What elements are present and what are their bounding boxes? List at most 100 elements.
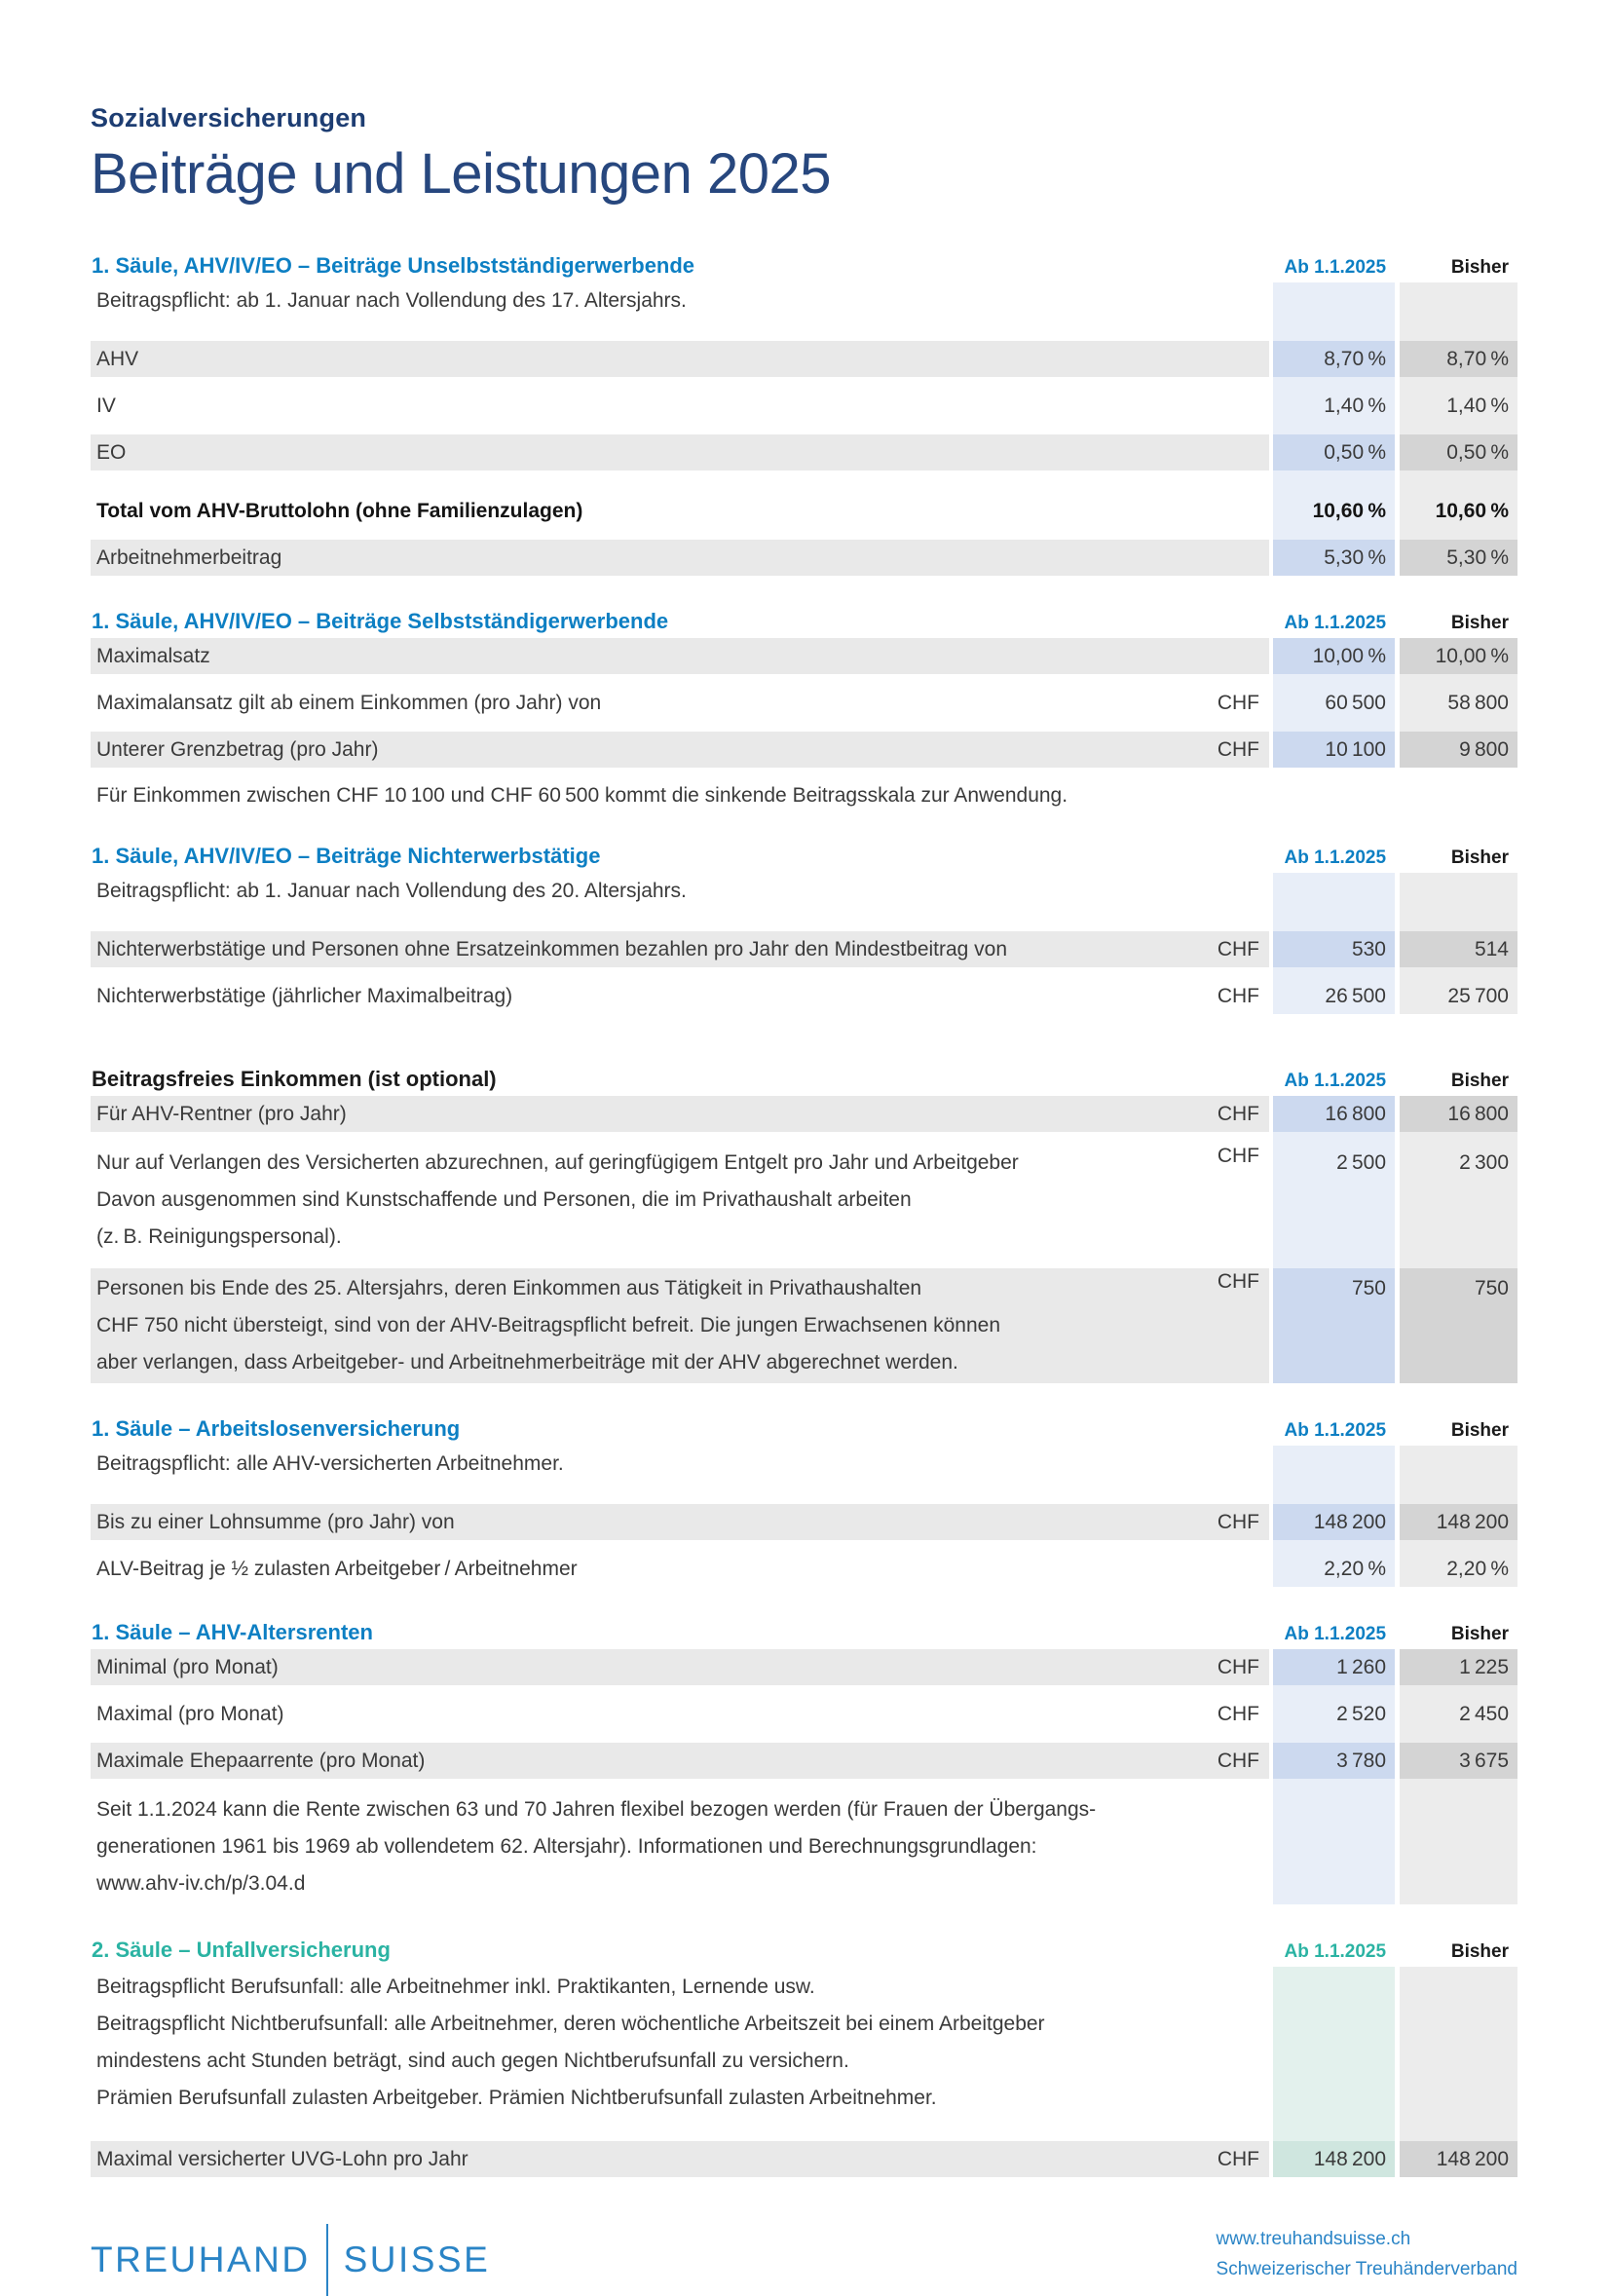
section-table: Beitragspflicht: ab 1. Januar nach Volle… — [91, 282, 1517, 576]
currency-label: CHF — [1217, 1703, 1259, 1725]
section-header: 1. Säule, AHV/IV/EO – Beiträge Selbststä… — [91, 609, 1517, 634]
value-previous: 8,70 % — [1400, 341, 1517, 377]
value-previous: 750 — [1400, 1268, 1517, 1383]
row-label: Maximalansatz gilt ab einem Einkommen (p… — [96, 692, 602, 714]
value-previous: 9 800 — [1400, 732, 1517, 768]
row-label: Nichterwerbstätige und Personen ohne Ers… — [96, 938, 1008, 960]
row-label-cell: Minimal (pro Monat) CHF — [91, 1649, 1269, 1685]
row-label: Personen bis Ende des 25. Altersjahrs, d… — [96, 1270, 1000, 1381]
value-current: 60 500 — [1325, 692, 1386, 714]
label-line: Prämien Berufsunfall zulasten Arbeitgebe… — [96, 2087, 937, 2109]
row-label-cell: Total vom AHV-Bruttolohn (ohne Familienz… — [91, 493, 1269, 529]
currency-label: CHF — [1217, 985, 1259, 1007]
row-label-cell: ALV-Beitrag je ½ zulasten Arbeitgeber / … — [91, 1551, 1269, 1587]
footer-text-block: www.treuhandsuisse.ch Schweizerischer Tr… — [1217, 2224, 1517, 2284]
value-current: 10,60 % — [1312, 500, 1386, 522]
table-row: Für AHV-Rentner (pro Jahr) CHF 16 800 16 80… — [91, 1096, 1517, 1132]
col-header-previous: Bisher — [1450, 1071, 1509, 1091]
section-header: 1. Säule – AHV-Altersrenten Ab 1.1.2025 Bi… — [91, 1620, 1517, 1645]
section-note: Beitragspflicht: ab 1. Januar nach Volle… — [91, 873, 1517, 909]
section-2: 1. Säule, AHV/IV/EO – Beiträge Selbststä… — [91, 609, 1517, 810]
section-title: 2. Säule – Unfallversicherung — [92, 1938, 391, 1962]
value-current: 1 260 — [1273, 1649, 1395, 1685]
section-header: 2. Säule – Unfallversicherung Ab 1.1.2025… — [91, 1938, 1517, 1963]
currency-label: CHF — [1217, 1145, 1259, 1167]
table-row: Maximal versicherter UVG-Lohn pro Jahr CH… — [91, 2141, 1517, 2177]
table-row: IV 1,40 % 1,40 % — [91, 388, 1517, 424]
col-header-current: Ab 1.1.2025 — [1284, 1941, 1387, 1962]
section-table: Beitragspflicht Berufsunfall: alle Arbei… — [91, 1967, 1517, 2177]
value-previous: 10,00 % — [1400, 638, 1517, 674]
currency-label: CHF — [1217, 1270, 1259, 1293]
col-header-previous: Bisher — [1450, 1420, 1509, 1441]
label-line: Beitragspflicht Nichtberufsunfall: alle … — [96, 2013, 1045, 2035]
row-label-cell: Bis zu einer Lohnsumme (pro Jahr) von CHF — [91, 1504, 1269, 1540]
row-label-cell: AHV — [91, 341, 1269, 377]
col-header-previous: Bisher — [1450, 847, 1509, 868]
logo-suisse-text: SUISSE — [343, 2240, 491, 2279]
section-table: Beitragspflicht: ab 1. Januar nach Volle… — [91, 873, 1517, 1014]
value-current — [1273, 1789, 1395, 1904]
stripe-previous — [1400, 282, 1517, 576]
section-table: Beitragspflicht: alle AHV-versicherten A… — [91, 1446, 1517, 1587]
row-label: Für AHV-Rentner (pro Jahr) — [96, 1103, 347, 1125]
row-label-cell: Maximalansatz gilt ab einem Einkommen (p… — [91, 685, 1269, 721]
link-text[interactable]: www.ahv-iv.ch/p/3.04.d — [96, 1872, 306, 1895]
note-after: Für Einkommen zwischen CHF 10 100 und CH… — [96, 784, 1068, 807]
table-row: Bis zu einer Lohnsumme (pro Jahr) von CHF… — [91, 1504, 1517, 1540]
value-previous: 2 300 — [1459, 1151, 1509, 1174]
footer-website-link[interactable]: www.treuhandsuisse.ch — [1216, 2229, 1411, 2249]
section-6: 1. Säule – AHV-Altersrenten Ab 1.1.2025 Bi… — [91, 1620, 1517, 1904]
value-previous: 0,50 % — [1400, 434, 1517, 470]
section-4: Beitragsfreies Einkommen (ist optional) A… — [91, 1067, 1517, 1383]
section-table: Minimal (pro Monat) CHF 1 260 1 225 Maximal … — [91, 1649, 1517, 1904]
table-row: Personen bis Ende des 25. Altersjahrs, d… — [91, 1268, 1517, 1383]
col-header-current: Ab 1.1.2025 — [1284, 1071, 1387, 1091]
value-current — [1273, 873, 1395, 909]
section-header: 1. Säule, AHV/IV/EO – Beiträge Unselbsts… — [91, 253, 1517, 279]
section-title: 1. Säule, AHV/IV/EO – Beiträge Selbststä… — [92, 609, 669, 633]
value-current — [1273, 1967, 1395, 2119]
label-line: (z. B. Reinigungspersonal). — [96, 1225, 342, 1248]
currency-label: CHF — [1217, 1750, 1259, 1772]
col-header-current: Ab 1.1.2025 — [1284, 613, 1387, 633]
section-header: 1. Säule, AHV/IV/EO – Beiträge Nichterwe… — [91, 844, 1517, 869]
value-previous: 10,60 % — [1435, 500, 1509, 522]
currency-label: CHF — [1217, 738, 1259, 761]
section-note: Beitragspflicht: ab 1. Januar nach Volle… — [91, 282, 1517, 319]
section-note: Beitragspflicht: alle AHV-versicherten A… — [91, 1446, 1517, 1482]
row-label-cell: EO — [91, 434, 1269, 470]
document-kicker: Sozialversicherungen — [91, 103, 367, 132]
spacer-row — [91, 920, 1517, 931]
row-label-cell: Maximale Ehepaarrente (pro Monat) CHF — [91, 1743, 1269, 1779]
section-title: 1. Säule – AHV-Altersrenten — [92, 1620, 373, 1644]
row-label: IV — [96, 395, 116, 417]
row-label-cell: Unterer Grenzbetrag (pro Jahr) CHF — [91, 732, 1269, 768]
col-header-current: Ab 1.1.2025 — [1284, 257, 1387, 278]
value-current: 0,50 % — [1273, 434, 1395, 470]
label-line: Personen bis Ende des 25. Altersjahrs, d… — [96, 1277, 922, 1299]
value-previous — [1400, 1789, 1517, 1904]
stripe-current — [1273, 282, 1395, 576]
section-7: 2. Säule – Unfallversicherung Ab 1.1.2025… — [91, 1938, 1517, 2177]
section-table: Für AHV-Rentner (pro Jahr) CHF 16 800 16 80… — [91, 1096, 1517, 1383]
row-label-cell: Personen bis Ende des 25. Altersjahrs, d… — [91, 1268, 1269, 1383]
value-previous: 2 450 — [1459, 1703, 1509, 1725]
col-header-current: Ab 1.1.2025 — [1284, 1420, 1387, 1441]
label-line: Davon ausgenommen sind Kunstschaffende u… — [96, 1188, 912, 1211]
table-row: Nur auf Verlangen des Versicherten abzur… — [91, 1143, 1517, 1258]
row-label-cell: Beitragspflicht: ab 1. Januar nach Volle… — [91, 873, 1269, 909]
table-row: Maximalansatz gilt ab einem Einkommen (p… — [91, 685, 1517, 721]
logo-treuhand-text: TREUHAND — [91, 2240, 311, 2279]
section-title: 1. Säule, AHV/IV/EO – Beiträge Nichterwe… — [92, 844, 601, 868]
spacer-row — [91, 481, 1517, 493]
table-row: Total vom AHV-Bruttolohn (ohne Familienz… — [91, 493, 1517, 529]
currency-label: CHF — [1217, 1656, 1259, 1678]
row-label: Nichterwerbstätige (jährlicher Maximalbe… — [96, 985, 513, 1007]
row-label: Beitragspflicht: alle AHV-versicherten A… — [96, 1452, 564, 1475]
section-title: 1. Säule – Arbeitslosenversicherung — [92, 1416, 461, 1441]
value-current — [1273, 1446, 1395, 1482]
value-current: 2,20 % — [1324, 1558, 1386, 1580]
table-row: Minimal (pro Monat) CHF 1 260 1 225 — [91, 1649, 1517, 1685]
row-label: Beitragspflicht: ab 1. Januar nach Volle… — [96, 880, 687, 902]
